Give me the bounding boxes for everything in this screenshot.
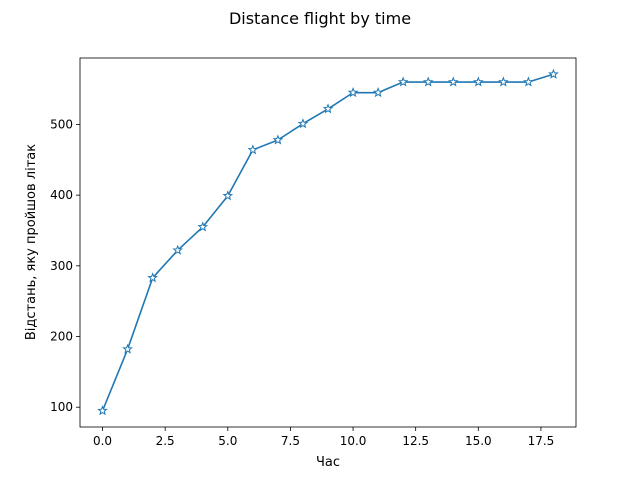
data-point [272,134,284,145]
x-tick-label: 5.0 [218,434,237,448]
data-point [372,87,384,98]
x-axis: 0.0 2.5 5.0 7.5 10.0 12.5 15.0 17.5 [93,427,554,448]
x-tick-label: 12.5 [402,434,429,448]
data-point [97,405,108,416]
plot-frame [79,57,577,428]
data-point [122,343,133,354]
data-point [322,103,334,114]
data-point [472,76,484,87]
data-point [172,244,184,255]
data-point [197,221,209,232]
data-point [347,87,359,98]
data-point [447,76,459,87]
y-axis-label: Відстань, яку пройшов літак [24,144,39,340]
data-point [222,190,234,201]
data-point [397,76,409,87]
x-axis-label: Час [316,455,340,470]
data-point [297,118,309,129]
y-tick-label: 500 [50,117,73,131]
y-tick-label: 100 [50,400,73,414]
data-point [147,272,158,283]
data-point [548,68,559,79]
y-tick-label: 200 [50,330,73,344]
data-point [498,76,509,87]
series-layer [97,68,559,416]
x-tick-label: 0.0 [93,434,112,448]
y-tick-label: 300 [50,259,73,273]
data-point [523,76,534,87]
data-point [422,76,434,87]
chart-title: Distance flight by time [229,9,411,28]
x-tick-label: 7.5 [281,434,300,448]
x-tick-label: 15.0 [465,434,492,448]
x-tick-label: 17.5 [528,434,555,448]
data-point [247,144,259,155]
x-tick-label: 2.5 [156,434,175,448]
series-line [101,73,554,412]
x-tick-label: 10.0 [340,434,367,448]
y-tick-label: 400 [50,188,73,202]
y-axis: 100 200 300 400 500 [50,117,80,414]
